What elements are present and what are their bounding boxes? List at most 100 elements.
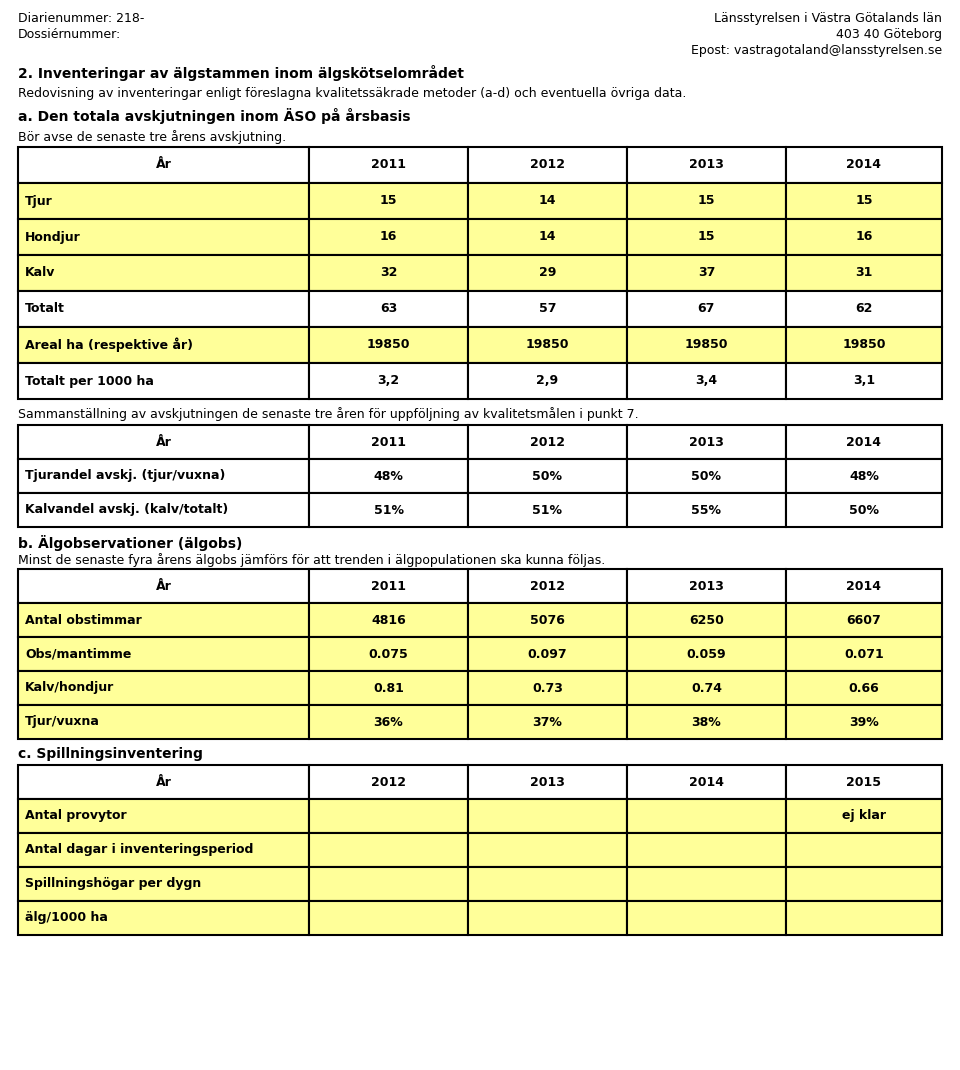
- Bar: [627, 459, 786, 493]
- Text: 2013: 2013: [689, 580, 724, 593]
- Bar: [309, 901, 468, 935]
- Bar: [309, 147, 468, 183]
- Text: 51%: 51%: [533, 504, 563, 517]
- Bar: [18, 183, 309, 219]
- Text: 15: 15: [698, 195, 715, 208]
- Text: År: År: [156, 435, 172, 448]
- Bar: [468, 834, 627, 867]
- Text: 2013: 2013: [689, 158, 724, 171]
- Bar: [309, 363, 468, 399]
- Text: 57: 57: [539, 303, 556, 316]
- Bar: [468, 219, 627, 255]
- Text: Totalt: Totalt: [25, 303, 65, 316]
- Text: Minst de senaste fyra årens älgobs jämförs för att trenden i älgpopulationen ska: Minst de senaste fyra årens älgobs jämfö…: [18, 553, 605, 567]
- Bar: [627, 867, 786, 901]
- Bar: [468, 493, 627, 528]
- Bar: [468, 147, 627, 183]
- Text: 2013: 2013: [689, 435, 724, 448]
- Text: 6250: 6250: [689, 613, 724, 627]
- Bar: [786, 569, 942, 603]
- Bar: [786, 705, 942, 739]
- Bar: [786, 363, 942, 399]
- Text: Tjur: Tjur: [25, 195, 53, 208]
- Bar: [18, 493, 309, 528]
- Bar: [18, 765, 309, 799]
- Text: 4816: 4816: [372, 613, 406, 627]
- Bar: [627, 765, 786, 799]
- Bar: [786, 425, 942, 459]
- Text: 2014: 2014: [847, 580, 881, 593]
- Bar: [18, 799, 309, 834]
- Bar: [18, 327, 309, 363]
- Bar: [786, 219, 942, 255]
- Text: 0.059: 0.059: [686, 647, 726, 660]
- Text: 2015: 2015: [847, 776, 881, 789]
- Bar: [786, 291, 942, 327]
- Bar: [309, 705, 468, 739]
- Bar: [18, 834, 309, 867]
- Text: 2014: 2014: [847, 435, 881, 448]
- Text: 2012: 2012: [530, 580, 564, 593]
- Bar: [627, 569, 786, 603]
- Text: 2013: 2013: [530, 776, 564, 789]
- Text: 3,4: 3,4: [695, 374, 717, 387]
- Bar: [468, 705, 627, 739]
- Text: 50%: 50%: [849, 504, 879, 517]
- Bar: [786, 637, 942, 671]
- Text: Tjurandel avskj. (tjur/vuxna): Tjurandel avskj. (tjur/vuxna): [25, 470, 226, 483]
- Text: a. Den totala avskjutningen inom ÄSO på årsbasis: a. Den totala avskjutningen inom ÄSO på …: [18, 108, 411, 124]
- Bar: [309, 834, 468, 867]
- Bar: [627, 671, 786, 705]
- Text: År: År: [156, 158, 172, 171]
- Bar: [309, 219, 468, 255]
- Bar: [786, 459, 942, 493]
- Bar: [627, 219, 786, 255]
- Text: Redovisning av inventeringar enligt föreslagna kvalitetssäkrade metoder (a-d) oc: Redovisning av inventeringar enligt före…: [18, 87, 686, 100]
- Text: 63: 63: [380, 303, 397, 316]
- Bar: [468, 569, 627, 603]
- Text: Hondjur: Hondjur: [25, 230, 81, 244]
- Bar: [468, 425, 627, 459]
- Text: Dossiérnummer:: Dossiérnummer:: [18, 28, 121, 41]
- Text: c. Spillningsinventering: c. Spillningsinventering: [18, 747, 203, 761]
- Text: 50%: 50%: [533, 470, 563, 483]
- Text: 2014: 2014: [689, 776, 724, 789]
- Text: 0.74: 0.74: [691, 682, 722, 694]
- Bar: [468, 363, 627, 399]
- Bar: [627, 603, 786, 637]
- Text: 2012: 2012: [530, 158, 564, 171]
- Bar: [468, 459, 627, 493]
- Text: 2011: 2011: [371, 435, 406, 448]
- Text: 2012: 2012: [371, 776, 406, 789]
- Text: Totalt per 1000 ha: Totalt per 1000 ha: [25, 374, 154, 387]
- Bar: [627, 425, 786, 459]
- Text: 48%: 48%: [373, 470, 403, 483]
- Bar: [786, 799, 942, 834]
- Text: 14: 14: [539, 195, 556, 208]
- Bar: [786, 147, 942, 183]
- Text: Tjur/vuxna: Tjur/vuxna: [25, 716, 100, 729]
- Text: 2011: 2011: [371, 158, 406, 171]
- Text: b. Älgobservationer (älgobs): b. Älgobservationer (älgobs): [18, 535, 242, 551]
- Text: 2011: 2011: [371, 580, 406, 593]
- Bar: [627, 705, 786, 739]
- Bar: [786, 867, 942, 901]
- Bar: [309, 671, 468, 705]
- Bar: [18, 603, 309, 637]
- Text: Obs/mantimme: Obs/mantimme: [25, 647, 132, 660]
- Bar: [18, 255, 309, 291]
- Bar: [786, 183, 942, 219]
- Text: 0.66: 0.66: [849, 682, 879, 694]
- Bar: [627, 183, 786, 219]
- Text: 62: 62: [855, 303, 873, 316]
- Bar: [18, 425, 309, 459]
- Text: 14: 14: [539, 230, 556, 244]
- Text: 39%: 39%: [849, 716, 878, 729]
- Text: 15: 15: [380, 195, 397, 208]
- Text: Epost: vastragotaland@lansstyrelsen.se: Epost: vastragotaland@lansstyrelsen.se: [691, 44, 942, 57]
- Text: 2012: 2012: [530, 435, 564, 448]
- Bar: [309, 291, 468, 327]
- Bar: [468, 603, 627, 637]
- Bar: [786, 603, 942, 637]
- Bar: [627, 637, 786, 671]
